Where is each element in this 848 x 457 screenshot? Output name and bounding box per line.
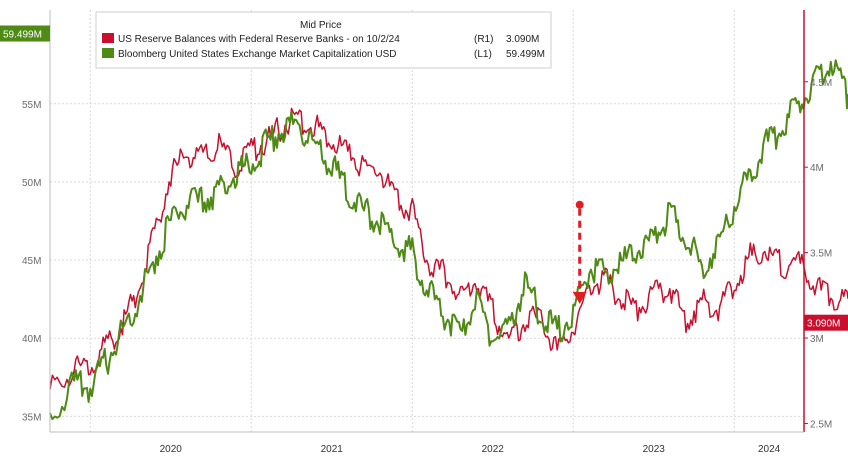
legend-swatch-reserves [102,33,114,43]
left-tick-label: 45M [22,256,41,267]
series-line-market-cap [49,59,848,421]
legend-value-reserves: 3.090M [506,34,539,45]
series-layer [49,59,848,421]
right-tick-label: 3.5M [810,249,832,260]
left-value-tag-text: 59.499M [3,30,42,41]
left-tick-label: 55M [22,100,41,111]
legend-value-market-cap: 59.499M [506,49,545,60]
left-value-tag [0,25,50,42]
legend-swatch-market-cap [102,48,114,58]
right-value-tag-text: 3.090M [807,319,840,330]
x-tick-label: 2023 [643,444,666,455]
legend-label-reserves: US Reserve Balances with Federal Reserve… [118,34,400,45]
right-tick-label: 3M [810,334,824,345]
left-tick-label: 40M [22,334,41,345]
left-tick-label: 50M [22,178,41,189]
x-tick-label: 2020 [160,444,183,455]
legend: Mid Price US Reserve Balances with Feder… [95,11,552,69]
chart-title: Mid Price [300,20,342,31]
x-tick-label: 2024 [758,444,781,455]
arrow-layer [572,200,587,304]
right-tick-label: 2.5M [810,419,832,430]
grid-layer [50,10,804,432]
tag-layer: 59.499M 3.090M [0,25,848,331]
legend-axis-market-cap: (L1) [474,49,492,60]
legend-label-market-cap: Bloomberg United States Exchange Market … [118,49,396,60]
left-tick-label: 35M [22,412,41,423]
arrow-2023-start-dot [575,200,584,209]
series-line-reserves [49,107,848,390]
right-tick-label: 4.5M [810,78,832,89]
legend-box [95,11,552,69]
x-tick-label: 2022 [482,444,505,455]
right-tick-label: 4M [810,163,824,174]
arrow-2023-head [572,291,587,304]
legend-axis-reserves: (R1) [474,34,493,45]
axes-layer: 35M 40M 45M 50M 55M 2.5M 3M 3.5M 4M 4.5M 2020 2021 2… [22,10,832,455]
right-value-tag [804,314,848,331]
x-tick-label: 2021 [321,444,344,455]
